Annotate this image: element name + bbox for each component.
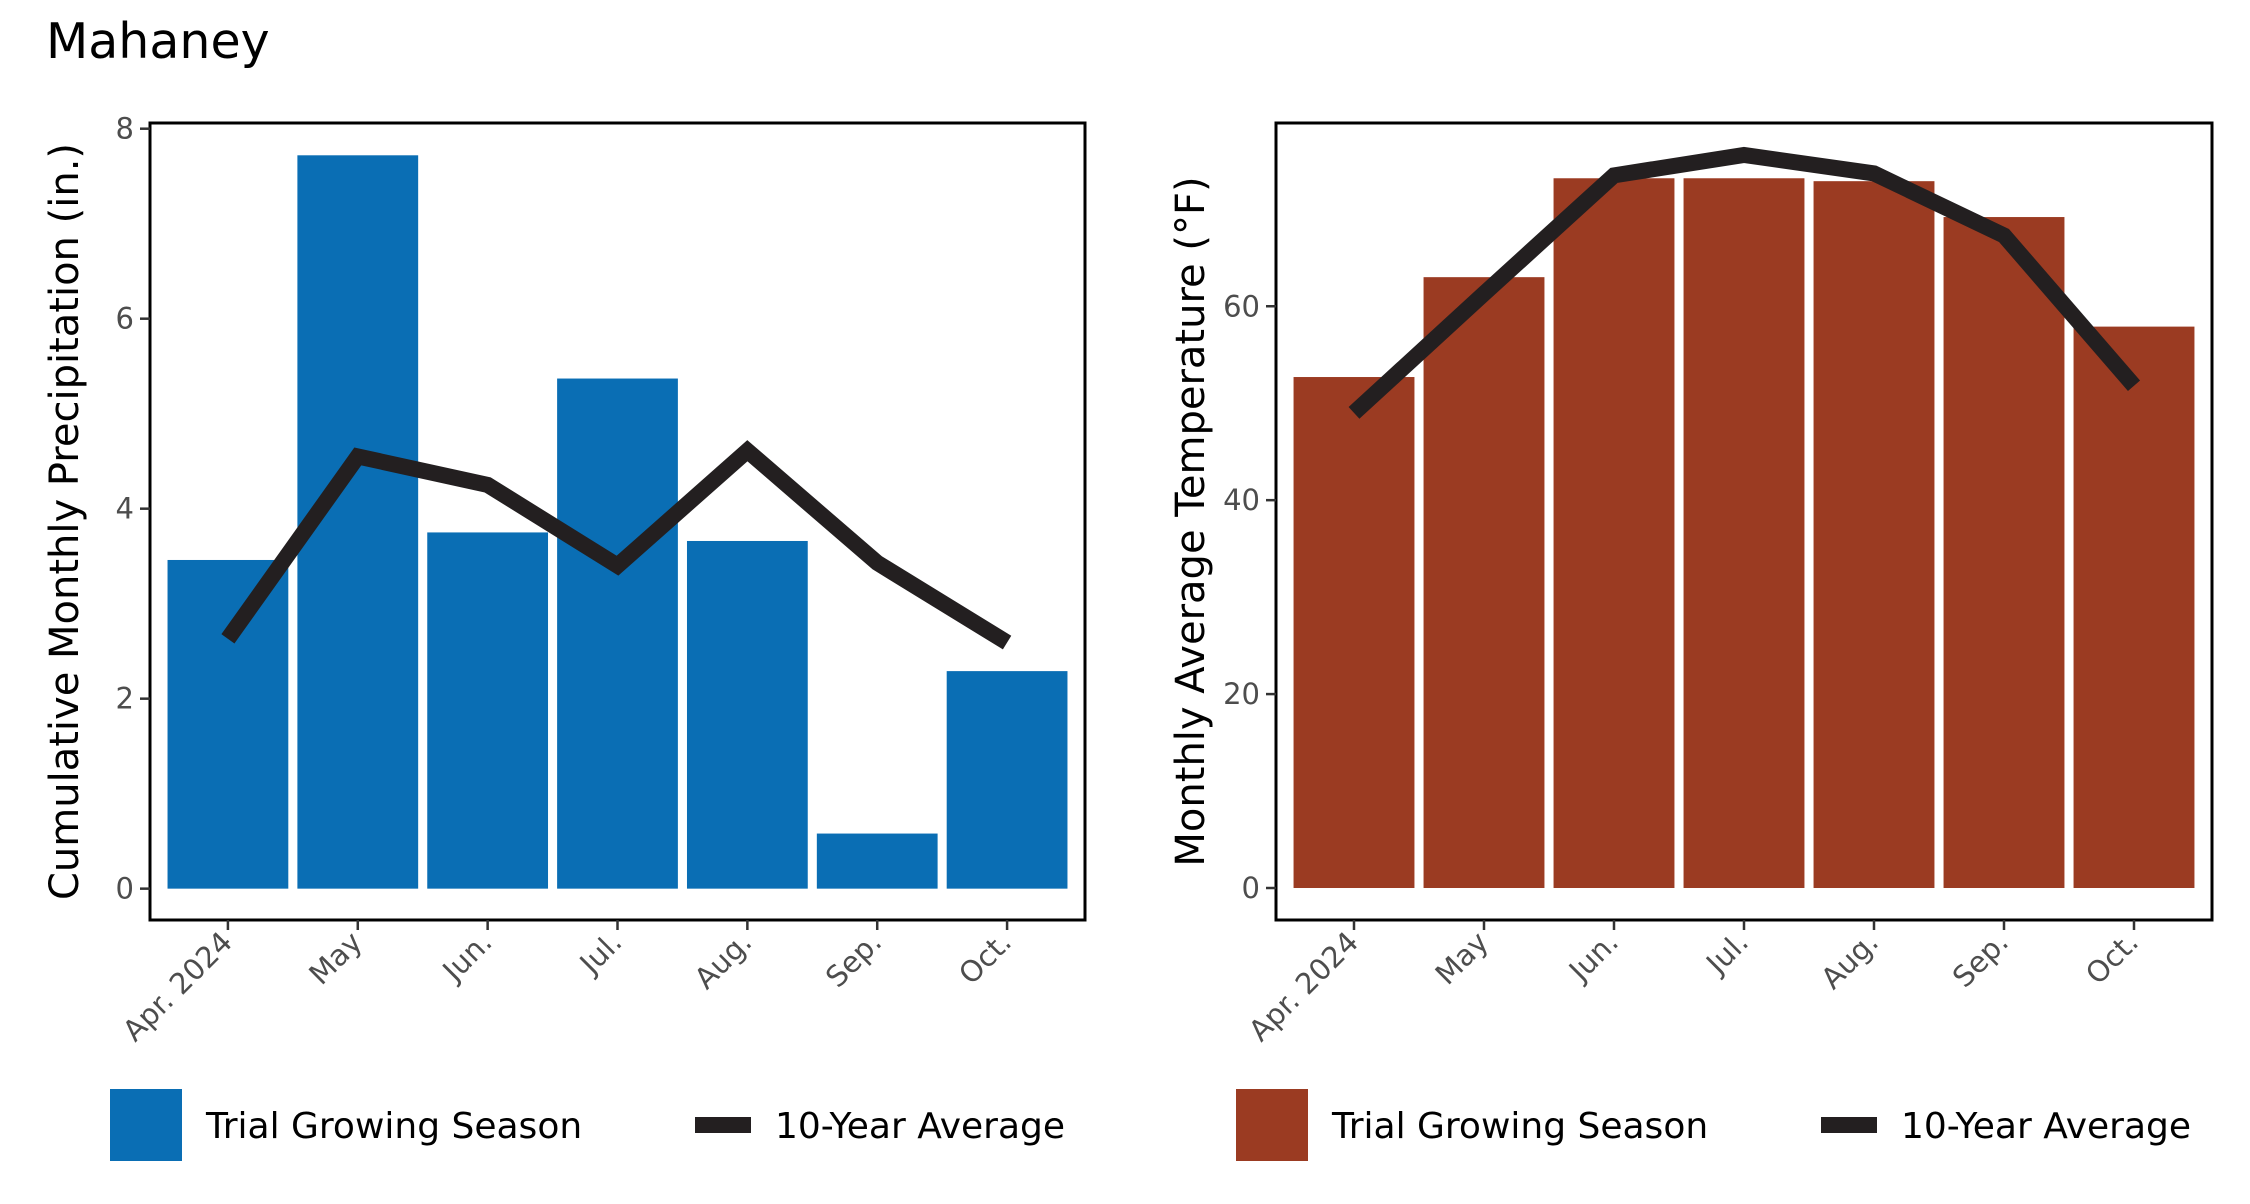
x-tick-label: Oct. [2079,925,2145,991]
bar-5 [1943,217,2065,889]
bar-2 [1553,178,1675,889]
y-tick-label: 8 [116,112,134,146]
bar-2 [427,532,549,889]
x-tick-label: Apr. 2024 [116,925,239,1048]
bar-6 [2073,326,2195,889]
y-tick-label: 60 [1223,289,1260,323]
legend-swatch-bar [110,1089,182,1161]
legend-swatch-bar [1236,1089,1308,1161]
x-tick-label: May [302,925,368,991]
bar-4 [686,540,808,889]
x-tick-label: May [1429,925,1495,991]
average-line [1348,146,2141,419]
y-tick-label: 2 [116,682,134,716]
x-tick-label: Aug. [688,925,759,996]
bar-3 [557,378,678,889]
x-tick-label: Aug. [1814,925,1885,996]
precipitation-panel: 0 2 4 6 8 Apr. 2024 May Jun. Jul. Aug. Sep. Oct. Cum… [42,112,1087,1161]
temperature-panel: 0 20 40 60 Apr. 2024 May Jun. Jul. Aug. Sep. Oct. M… [1168,121,2214,1161]
x-tick-label: Jul. [1698,925,1755,982]
x-tick-label: Jul. [572,925,629,982]
bar-0 [167,559,289,889]
bar-3 [1683,178,1805,889]
legend-label-average: 10-Year Average [775,1106,1065,1147]
y-axis-title: Cumulative Monthly Precipitation (in.) [42,143,88,900]
y-axis-title: Monthly Average Temperature (°F) [1168,176,1214,866]
figure-title: Mahaney [46,13,270,70]
x-tick-label: Oct. [952,925,1018,991]
y-tick-label: 20 [1223,677,1260,711]
legend-label-average: 10-Year Average [1901,1106,2191,1147]
legend-label-trial: Trial Growing Season [205,1106,582,1147]
y-tick-label: 40 [1223,483,1260,517]
y-tick-label: 4 [116,492,134,526]
x-tick-label: Apr. 2024 [1242,925,1365,1048]
y-tick-label: 0 [116,872,134,906]
bar-5 [816,833,938,889]
bar-6 [946,671,1068,889]
bar-4 [1813,181,1935,889]
legend-label-trial: Trial Growing Season [1331,1106,1708,1147]
x-tick-label: Jun. [435,925,499,989]
x-tick-label: Sep. [1946,925,2015,994]
y-tick-label: 0 [1242,871,1260,905]
average-line [221,440,1012,650]
bar-0 [1293,377,1415,889]
y-tick-label: 6 [116,302,134,336]
x-tick-label: Sep. [819,925,888,994]
bar-1 [1423,277,1545,889]
x-tick-label: Jun. [1561,925,1625,989]
